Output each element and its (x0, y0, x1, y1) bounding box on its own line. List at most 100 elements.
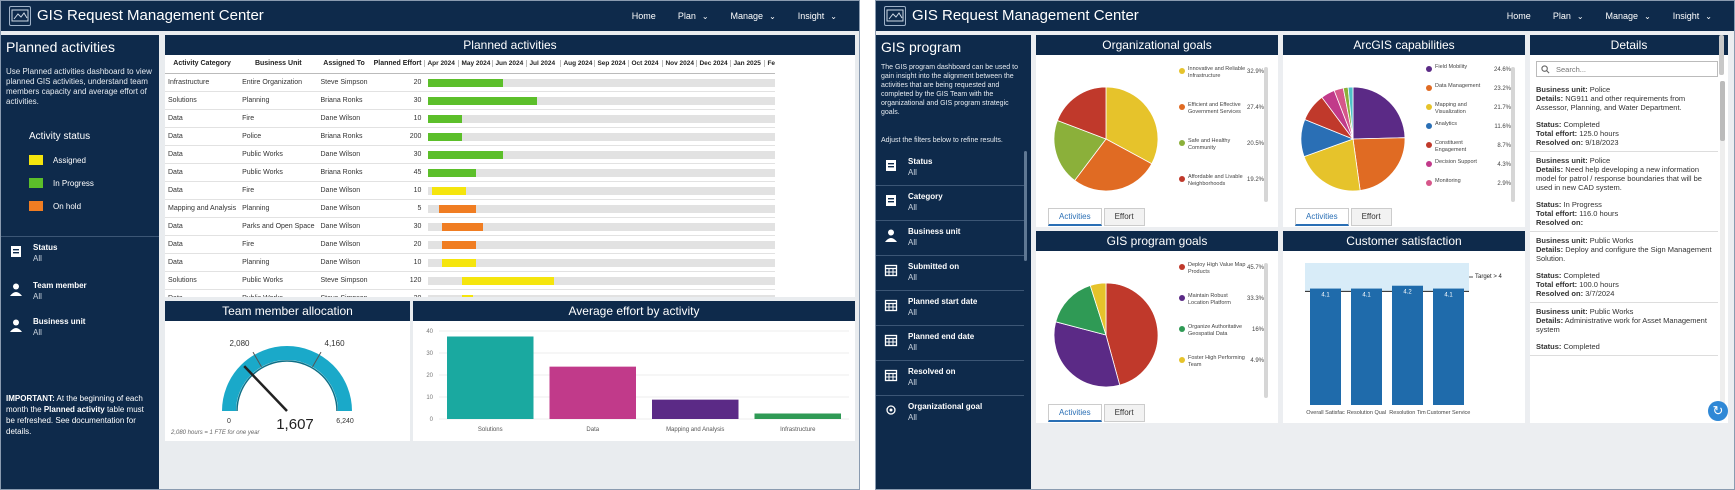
pie-slice[interactable] (1053, 321, 1121, 388)
detail-line: Status: Completed (1536, 342, 1712, 351)
details-item[interactable]: Business unit: Police Details: Need help … (1530, 152, 1718, 232)
filter-status[interactable]: Status All (884, 157, 932, 177)
bar[interactable] (549, 366, 637, 419)
table-row[interactable]: Data Fire Dane Wilson 10 (165, 109, 775, 128)
average-effort-chart: 0 10 20 30 40 Solutions Data Mapping and Analys… (426, 329, 849, 433)
bar[interactable] (447, 336, 534, 420)
bar-value-label: 4.2 (1403, 290, 1412, 296)
col-header[interactable]: Planned Effort (370, 55, 425, 74)
bar[interactable] (1433, 288, 1464, 405)
gantt-bar[interactable] (442, 240, 477, 249)
tab-effort[interactable]: Effort (1350, 208, 1392, 226)
bar[interactable] (1351, 288, 1382, 405)
filter-resolved-on[interactable]: Resolved on All (884, 367, 956, 387)
tab-activities[interactable]: Activities (1048, 208, 1102, 226)
gantt-bar[interactable] (442, 258, 477, 267)
table-row[interactable]: Solutions Public Works Steve Simpson 120 (165, 271, 775, 290)
pie-slice[interactable] (1055, 284, 1107, 336)
table-row[interactable]: Mapping and Analysis Planning Dane Wilson 5 (165, 199, 775, 218)
gantt-bar[interactable] (438, 204, 477, 213)
details-item[interactable]: Business unit: Public Works Details: Admi… (1530, 303, 1718, 356)
nav-insight[interactable]: Insight ⌄ (798, 11, 837, 21)
pie-slice[interactable] (1074, 138, 1153, 192)
pie-slice[interactable] (1089, 282, 1107, 336)
details-search-input[interactable] (1556, 64, 1706, 74)
app-logo-icon[interactable] (9, 6, 31, 26)
details-scroll-track[interactable] (1720, 81, 1725, 417)
filter-planned-start-date[interactable]: Planned start date All (884, 297, 977, 317)
gantt-bar[interactable] (428, 168, 477, 177)
col-header[interactable]: Assigned To (317, 55, 371, 74)
pie-slice[interactable] (1303, 138, 1361, 192)
table-row[interactable]: Data Public Works Dane Wilson 30 (165, 145, 775, 164)
col-header[interactable]: Activity Category (165, 55, 240, 74)
org-goals-tabs: Activities Effort (1048, 208, 1147, 226)
filter-business-unit[interactable]: Business unit All (884, 227, 960, 247)
filter-category[interactable]: Category All (884, 192, 943, 212)
legend-scrollbar[interactable] (1264, 263, 1268, 398)
col-header[interactable]: Business Unit (239, 55, 318, 74)
gantt-bar[interactable] (462, 294, 473, 297)
legend-scrollbar[interactable] (1264, 67, 1268, 202)
details-search[interactable] (1536, 61, 1718, 77)
filter-organizational-goal[interactable]: Organizational goal All (884, 402, 982, 422)
filter-value: All (908, 343, 917, 352)
sidebar-scrollbar[interactable] (1024, 151, 1027, 261)
pie-slice[interactable] (1352, 137, 1406, 191)
gantt-bar[interactable] (428, 96, 538, 105)
details-item[interactable]: Business unit: Public Works Details: Depl… (1530, 232, 1718, 303)
table-row[interactable]: Solutions Planning Briana Ronks 30 (165, 91, 775, 110)
nav-home[interactable]: Home (1507, 11, 1531, 21)
table-row[interactable]: Data Planning Dane Wilson 10 (165, 253, 775, 272)
table-row[interactable]: Infrastructure Entire Organization Steve S… (165, 73, 775, 92)
refresh-icon[interactable]: ↻ (1708, 401, 1728, 421)
legend-scrollbar[interactable] (1511, 67, 1515, 202)
bar[interactable] (652, 399, 739, 419)
nav-plan[interactable]: Plan ⌄ (1553, 11, 1584, 21)
pie-slice[interactable] (1347, 86, 1354, 140)
bar-value-label: 4.1 (1362, 293, 1371, 299)
pie-slice[interactable] (1105, 86, 1159, 165)
bar[interactable] (754, 413, 842, 420)
filter-business-unit[interactable]: Business unit All (9, 317, 85, 337)
pie-slice[interactable] (1053, 119, 1107, 182)
table-row[interactable]: Data Police Briana Ronks 200 (165, 127, 775, 146)
cell-effort: 5 (370, 199, 425, 218)
filter-team-member[interactable]: Team member All (9, 281, 87, 301)
gantt-bar[interactable] (431, 186, 466, 195)
nav-home[interactable]: Home (632, 11, 656, 21)
pie-slice[interactable] (1105, 282, 1159, 386)
pie-slice[interactable] (1352, 86, 1406, 140)
nav-insight[interactable]: Insight ⌄ (1673, 11, 1712, 21)
bar[interactable] (1310, 288, 1341, 405)
gantt-bar[interactable] (428, 114, 463, 123)
details-item[interactable]: Business unit: Police Details: NG911 and … (1530, 81, 1718, 152)
nav-manage[interactable]: Manage ⌄ (1606, 11, 1651, 21)
tab-effort[interactable]: Effort (1103, 208, 1145, 226)
gantt-bar[interactable] (428, 132, 463, 141)
filter-planned-end-date[interactable]: Planned end date All (884, 332, 974, 352)
filter-status[interactable]: Status All (9, 243, 57, 263)
gantt-bar[interactable] (442, 222, 483, 231)
gantt-bar[interactable] (428, 78, 504, 87)
filter-submitted-on[interactable]: Submitted on All (884, 262, 959, 282)
gantt-bar[interactable] (428, 150, 504, 159)
table-row[interactable]: Data Parks and Open Space Dane Wilson 30 (165, 217, 775, 236)
planned-table-wrap[interactable]: Activity Category Business Unit Assigned… (165, 55, 775, 297)
bar[interactable] (1392, 285, 1423, 405)
table-row[interactable]: Data Public Works Briana Ronks 45 (165, 163, 775, 182)
tab-effort[interactable]: Effort (1103, 404, 1145, 422)
gantt-bar[interactable] (462, 276, 555, 285)
page-scrollbar[interactable] (1719, 35, 1724, 75)
details-scroll-thumb[interactable] (1720, 81, 1725, 141)
pie-slice[interactable] (1056, 86, 1107, 140)
nav-manage[interactable]: Manage ⌄ (731, 11, 776, 21)
table-row[interactable]: Data Fire Dane Wilson 20 (165, 235, 775, 254)
nav-plan[interactable]: Plan ⌄ (678, 11, 709, 21)
detail-line: Details: Administrative work for Asset M… (1536, 316, 1712, 334)
app-logo-icon[interactable] (884, 6, 906, 26)
table-row[interactable]: Data Fire Dane Wilson 10 (165, 181, 775, 200)
tab-activities[interactable]: Activities (1048, 404, 1102, 422)
tab-activities[interactable]: Activities (1295, 208, 1349, 226)
